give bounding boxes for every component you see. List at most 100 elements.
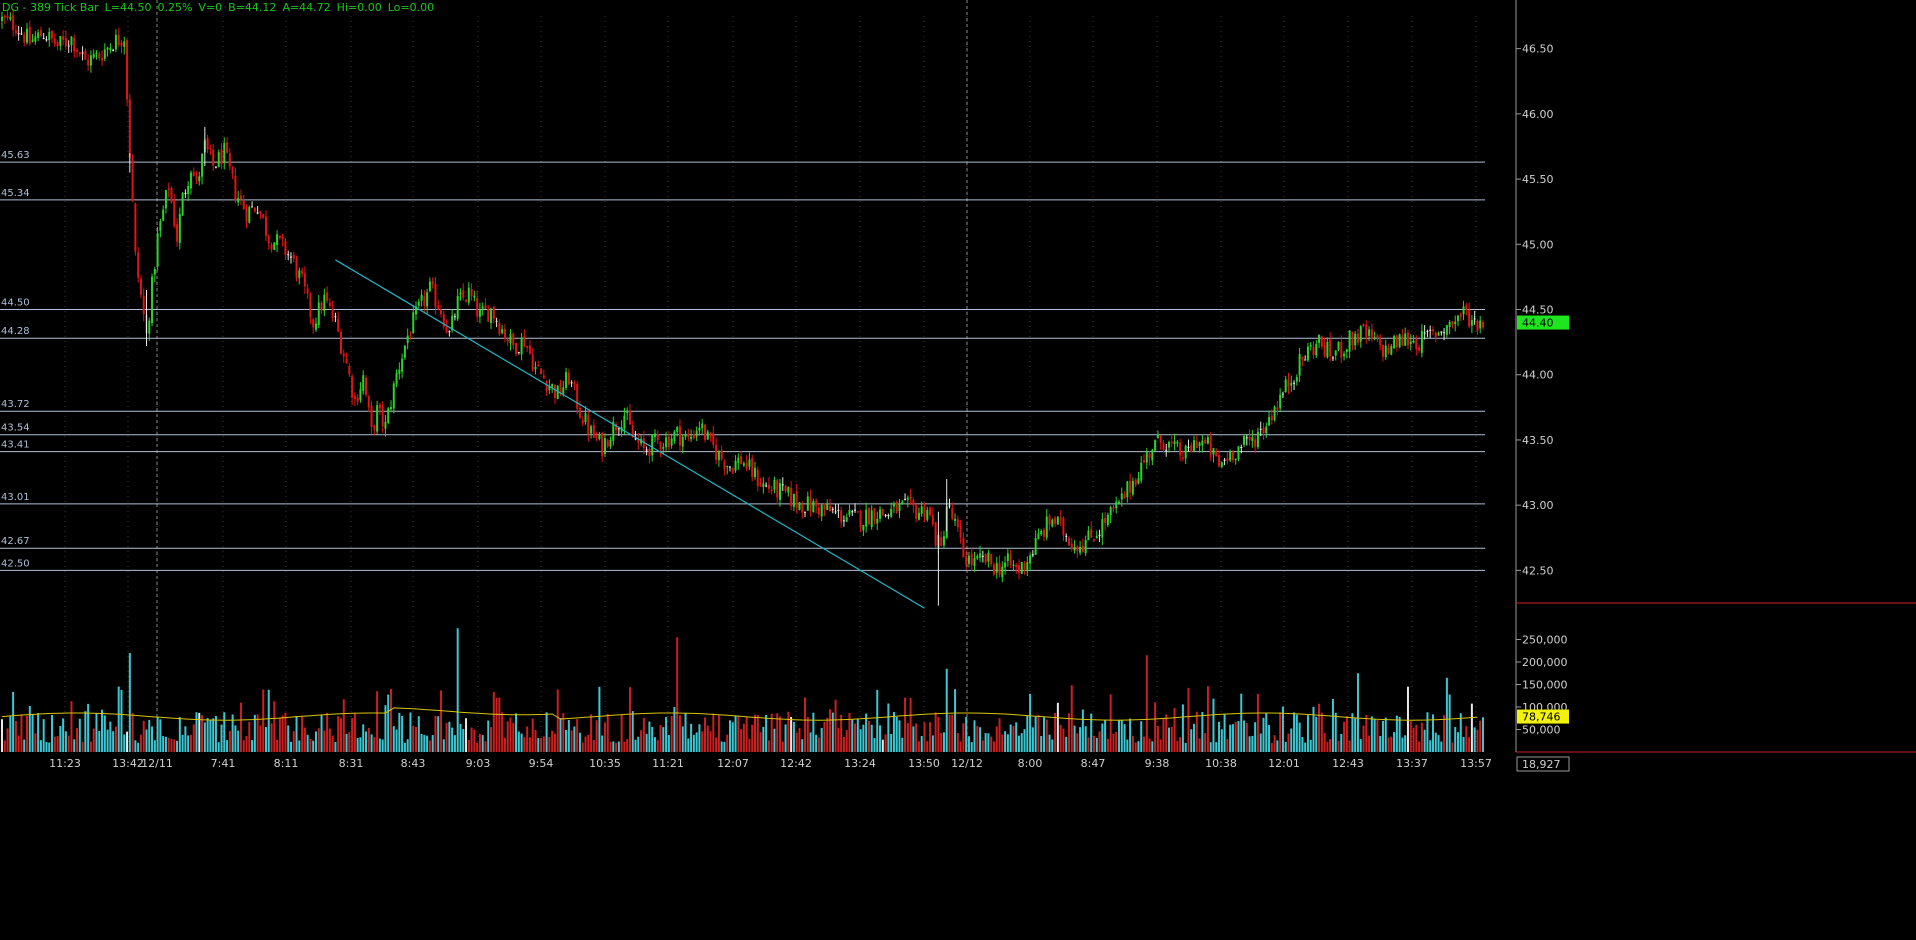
price-bar-body xyxy=(720,450,723,460)
volume-bar xyxy=(292,731,295,752)
volume-bar xyxy=(726,734,729,752)
volume-bar xyxy=(1384,717,1387,752)
volume-bar xyxy=(1331,698,1334,752)
volume-bar xyxy=(234,725,237,752)
price-bar-body xyxy=(1440,331,1443,333)
price-bar-body xyxy=(239,195,242,200)
volume-bar xyxy=(378,738,381,752)
volume-bar xyxy=(312,740,315,752)
price-bar-body xyxy=(123,41,126,47)
x-tick-label: 12:07 xyxy=(717,757,749,770)
volume-bar xyxy=(731,722,734,752)
volume-bar xyxy=(331,735,334,752)
volume-bar xyxy=(776,713,779,752)
volume-bar xyxy=(345,733,348,752)
price-bar-body xyxy=(231,166,234,174)
volume-bar xyxy=(817,737,820,752)
volume-bar xyxy=(159,719,162,752)
price-bar-body xyxy=(381,406,384,427)
price-bar-body xyxy=(101,57,104,61)
volume-bar xyxy=(609,741,612,752)
price-bar-body xyxy=(1165,449,1168,451)
price-bar-body xyxy=(795,491,798,508)
volume-bar xyxy=(1423,729,1426,752)
change-percent: 0.25% xyxy=(157,1,193,14)
volume-bar xyxy=(1067,713,1070,752)
price-bar-body xyxy=(1206,437,1209,444)
price-bar-body xyxy=(84,50,87,60)
volume-bar xyxy=(987,733,990,752)
volume-bar xyxy=(587,734,590,752)
price-bar-body xyxy=(1459,313,1462,317)
price-bar-body xyxy=(67,45,70,47)
price-bar-body xyxy=(1345,349,1348,352)
volume-bar xyxy=(73,739,76,752)
price-bar-body xyxy=(201,153,204,177)
volume-bar xyxy=(887,703,890,752)
volume-bar xyxy=(1037,714,1040,752)
volume-bar xyxy=(1023,729,1026,752)
volume-bar xyxy=(598,686,601,752)
price-bar-body xyxy=(392,383,395,409)
volume-bar xyxy=(367,727,370,752)
price-bar-body xyxy=(412,312,415,334)
price-bar-body xyxy=(3,15,6,18)
volume-bar xyxy=(465,718,468,752)
volume-bar xyxy=(153,740,156,752)
price-bar-body xyxy=(1290,382,1293,386)
volume-bar xyxy=(112,731,115,752)
volume-bar xyxy=(703,717,706,752)
price-bar-body xyxy=(270,244,273,250)
price-bar-body xyxy=(1293,382,1296,384)
price-bar-body xyxy=(1134,479,1137,485)
volume-bar xyxy=(1159,739,1162,752)
price-bar-body xyxy=(6,15,9,18)
volume-bar xyxy=(912,726,915,752)
price-bar-body xyxy=(117,34,120,45)
price-bar-body xyxy=(187,186,190,194)
volume-bar xyxy=(1212,698,1215,752)
price-bar-body xyxy=(723,461,726,469)
price-bar-body xyxy=(1092,539,1095,541)
price-bar-body xyxy=(1123,493,1126,499)
level-label: 42.50 xyxy=(1,558,30,569)
volume-bar xyxy=(884,734,887,752)
volume-bar xyxy=(20,714,23,752)
price-bar-body xyxy=(220,149,223,165)
volume-bar xyxy=(1062,728,1065,752)
volume-bar xyxy=(181,734,184,752)
price-bar-body xyxy=(320,302,323,311)
volume-bar xyxy=(309,738,312,752)
volume-bar xyxy=(567,719,570,752)
price-bar-body xyxy=(198,176,201,182)
volume-bar xyxy=(801,739,804,752)
price-bar-body xyxy=(645,449,648,451)
volume-bar xyxy=(1290,728,1293,752)
volume-bar xyxy=(1348,740,1351,752)
volume-bar xyxy=(690,723,693,752)
price-bar-body xyxy=(1170,441,1173,443)
price-bar-body xyxy=(881,508,884,516)
volume-bar xyxy=(148,720,151,752)
volume-bar xyxy=(270,723,273,752)
price-bar-body xyxy=(745,462,748,469)
volume-bars xyxy=(1,628,1484,752)
price-bar-body xyxy=(1168,442,1171,448)
volume-bar xyxy=(673,707,676,752)
price-bar-body xyxy=(612,421,615,441)
price-bar-body xyxy=(740,456,743,464)
volume-bar xyxy=(1462,736,1465,752)
price-bar-body xyxy=(1415,338,1418,350)
price-bar-body xyxy=(1409,341,1412,345)
volume-bar xyxy=(970,742,973,752)
price-bar-body xyxy=(548,385,551,391)
level-label: 43.72 xyxy=(1,399,30,410)
volume-bar xyxy=(742,723,745,752)
volume-bar xyxy=(967,736,970,752)
price-bar-body xyxy=(715,444,718,460)
x-tick-label: 13:57 xyxy=(1460,757,1492,770)
volume-bar xyxy=(1237,721,1240,752)
y-tick-label: 45.00 xyxy=(1522,238,1554,251)
price-bar-body xyxy=(453,316,456,318)
volume-bar xyxy=(490,727,493,752)
